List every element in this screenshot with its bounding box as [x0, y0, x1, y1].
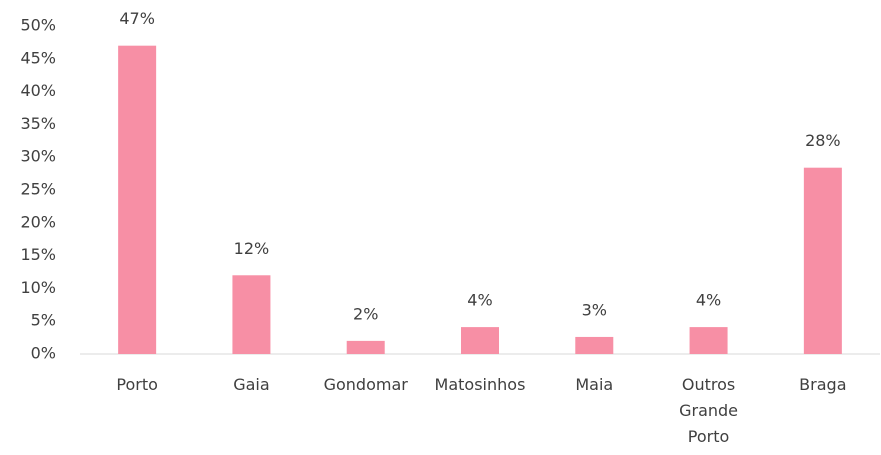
bar: [575, 336, 614, 354]
x-tick-label-wrap: Gondomar: [309, 372, 423, 398]
y-tick-label: 35%: [20, 114, 56, 133]
data-label: 4%: [696, 291, 721, 310]
bar: [803, 167, 842, 354]
y-tick-label: 15%: [20, 245, 56, 264]
x-tick-label-box: Gondomar: [309, 372, 423, 398]
x-tick-label-box: Matosinhos: [423, 372, 537, 398]
x-tick-label-wrap: Outros Grande Porto: [651, 372, 765, 450]
bar: [346, 340, 385, 354]
x-tick-label: Porto: [116, 375, 158, 394]
y-tick-label: 30%: [20, 147, 56, 166]
x-tick-label-wrap: Braga: [766, 372, 880, 398]
x-tick-label: Outros Grande Porto: [679, 375, 739, 446]
bar: [232, 275, 271, 354]
bar: [689, 327, 728, 354]
x-tick-label-box: Outros Grande Porto: [651, 372, 765, 450]
data-label: 28%: [805, 131, 841, 150]
y-tick-label: 45%: [20, 48, 56, 67]
x-tick-label-box: Braga: [766, 372, 880, 398]
bar: [461, 327, 499, 354]
data-label: 2%: [353, 304, 378, 323]
x-tick-label-wrap: Maia: [537, 372, 651, 398]
data-label: 12%: [234, 239, 270, 258]
x-tick-label: Gaia: [233, 375, 270, 394]
data-label: 4%: [467, 291, 492, 310]
x-tick-label-box: Porto: [80, 372, 194, 398]
y-tick-label: 50%: [20, 16, 56, 35]
bar: [118, 45, 157, 355]
x-tick-label: Maia: [575, 375, 614, 394]
x-tick-label-wrap: Porto: [80, 372, 194, 398]
x-tick-label: Matosinhos: [434, 375, 526, 394]
y-tick-label: 40%: [20, 81, 56, 100]
x-tick-label: Gondomar: [323, 375, 408, 394]
y-tick-label: 25%: [20, 180, 56, 199]
y-tick-label: 5%: [31, 311, 56, 330]
x-tick-label-wrap: Gaia: [194, 372, 308, 398]
y-tick-label: 0%: [31, 344, 56, 363]
y-tick-label: 10%: [20, 278, 56, 297]
x-tick-label-box: Maia: [537, 372, 651, 398]
y-tick-label: 20%: [20, 212, 56, 231]
data-label: 3%: [582, 300, 607, 319]
data-label: 47%: [119, 9, 155, 28]
x-tick-label-box: Gaia: [194, 372, 308, 398]
x-tick-label: Braga: [799, 375, 847, 394]
x-tick-label-wrap: Matosinhos: [423, 372, 537, 398]
